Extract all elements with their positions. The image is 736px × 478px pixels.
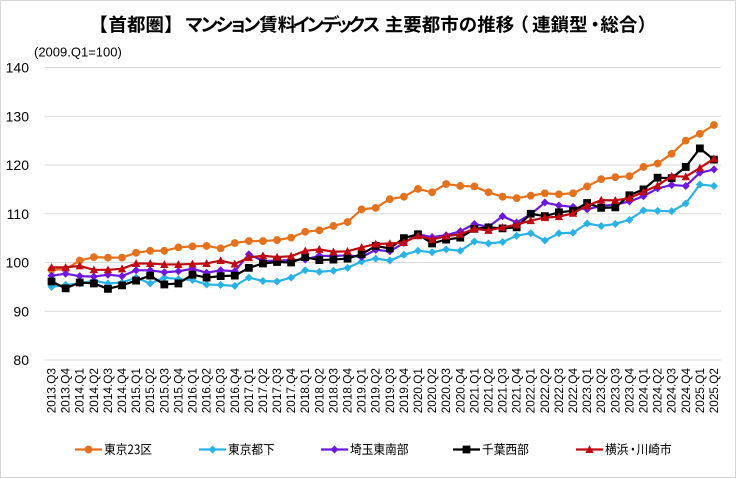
svg-text:2023.Q1: 2023.Q1	[580, 368, 594, 413]
svg-text:2024.Q1: 2024.Q1	[636, 368, 650, 413]
svg-text:2015.Q2: 2015.Q2	[143, 368, 157, 413]
svg-text:90: 90	[13, 303, 29, 319]
svg-text:2017.Q2: 2017.Q2	[256, 368, 270, 413]
svg-text:2017.Q4: 2017.Q4	[284, 368, 298, 414]
svg-text:2024.Q4: 2024.Q4	[679, 368, 693, 414]
svg-text:2020.Q2: 2020.Q2	[425, 368, 439, 413]
svg-text:2021.Q2: 2021.Q2	[481, 368, 495, 413]
svg-text:2015.Q4: 2015.Q4	[171, 368, 185, 414]
svg-text:2015.Q3: 2015.Q3	[157, 368, 171, 414]
svg-text:2013.Q4: 2013.Q4	[59, 368, 73, 414]
svg-text:2025.Q2: 2025.Q2	[707, 368, 721, 413]
svg-text:2015.Q1: 2015.Q1	[129, 368, 143, 413]
svg-text:2022.Q2: 2022.Q2	[538, 368, 552, 413]
svg-text:2023.Q2: 2023.Q2	[594, 368, 608, 413]
svg-text:2022.Q1: 2022.Q1	[524, 368, 538, 413]
svg-text:2024.Q3: 2024.Q3	[665, 368, 679, 414]
svg-text:110: 110	[7, 206, 30, 222]
svg-text:2019.Q4: 2019.Q4	[397, 368, 411, 414]
svg-text:100: 100	[6, 255, 30, 271]
svg-text:2016.Q2: 2016.Q2	[200, 368, 214, 413]
svg-text:2014.Q1: 2014.Q1	[73, 368, 87, 413]
svg-text:2019.Q1: 2019.Q1	[355, 368, 369, 413]
svg-text:2020.Q3: 2020.Q3	[439, 368, 453, 414]
svg-text:2016.Q1: 2016.Q1	[185, 368, 199, 413]
svg-text:2014.Q4: 2014.Q4	[115, 368, 129, 414]
svg-text:2014.Q2: 2014.Q2	[87, 368, 101, 413]
svg-text:2013.Q3: 2013.Q3	[45, 368, 59, 414]
svg-text:(2009.Q1=100): (2009.Q1=100)	[34, 45, 122, 60]
svg-text:2024.Q2: 2024.Q2	[651, 368, 665, 413]
svg-text:2021.Q1: 2021.Q1	[467, 368, 481, 413]
svg-text:2016.Q3: 2016.Q3	[214, 368, 228, 414]
svg-text:2014.Q3: 2014.Q3	[101, 368, 115, 414]
svg-text:2025.Q1: 2025.Q1	[693, 368, 707, 413]
svg-text:2020.Q4: 2020.Q4	[453, 368, 467, 414]
svg-text:2016.Q4: 2016.Q4	[228, 368, 242, 414]
svg-text:2018.Q3: 2018.Q3	[326, 368, 340, 414]
svg-text:120: 120	[6, 157, 30, 173]
svg-text:2020.Q1: 2020.Q1	[411, 368, 425, 413]
svg-text:2019.Q3: 2019.Q3	[383, 368, 397, 414]
svg-text:2022.Q3: 2022.Q3	[552, 368, 566, 414]
svg-text:2018.Q1: 2018.Q1	[298, 368, 312, 413]
svg-text:2022.Q4: 2022.Q4	[566, 368, 580, 414]
svg-text:2018.Q2: 2018.Q2	[312, 368, 326, 413]
svg-text:2017.Q3: 2017.Q3	[270, 368, 284, 414]
svg-text:130: 130	[6, 108, 30, 124]
svg-text:2017.Q1: 2017.Q1	[242, 368, 256, 413]
svg-text:140: 140	[6, 60, 30, 76]
svg-text:2023.Q3: 2023.Q3	[608, 368, 622, 414]
svg-text:80: 80	[13, 352, 29, 368]
svg-text:2021.Q4: 2021.Q4	[510, 368, 524, 414]
svg-text:2019.Q2: 2019.Q2	[369, 368, 383, 413]
svg-text:2023.Q4: 2023.Q4	[622, 368, 636, 414]
svg-text:2018.Q4: 2018.Q4	[341, 368, 355, 414]
svg-text:2021.Q3: 2021.Q3	[496, 368, 510, 414]
